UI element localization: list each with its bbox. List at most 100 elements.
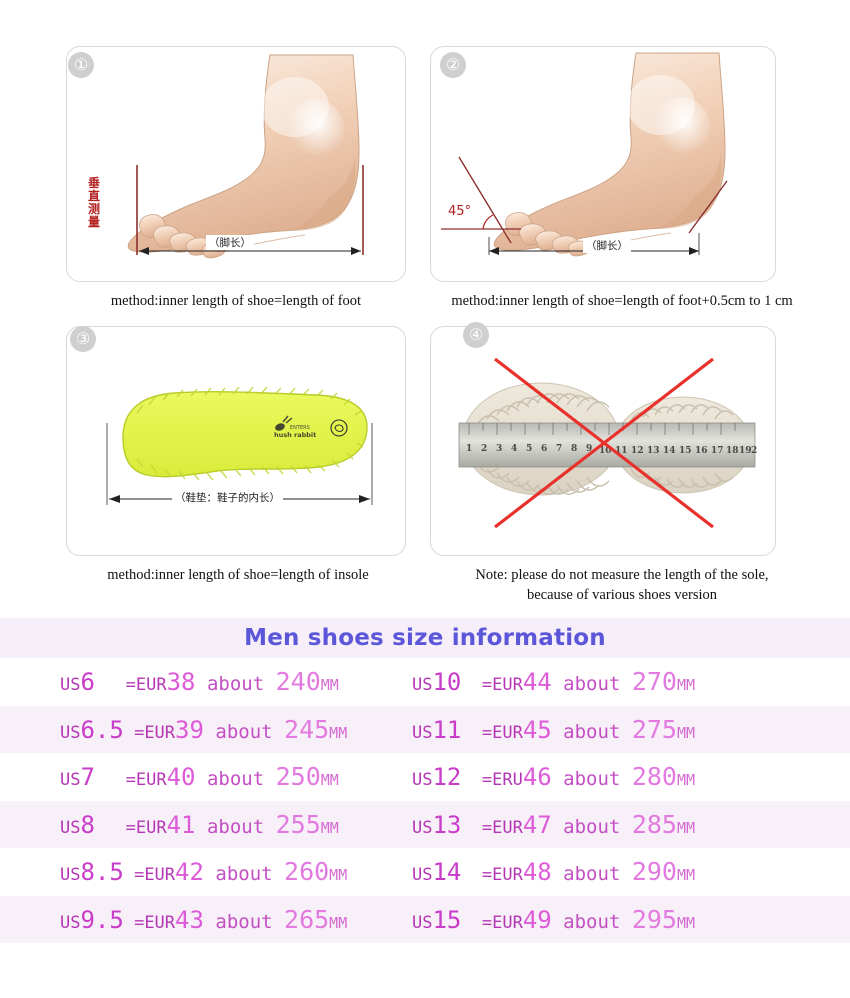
- caption-panel-2: method:inner length of shoe=length of fo…: [451, 293, 793, 309]
- us-size-value: 11: [432, 715, 462, 744]
- eur-size-value: 41: [166, 810, 196, 839]
- mm-length-value: 270: [631, 667, 677, 697]
- eur-label: =EUR: [471, 675, 523, 696]
- svg-text:6: 6: [541, 444, 547, 454]
- svg-text:13: 13: [647, 446, 660, 456]
- eur-size-value: 44: [522, 668, 552, 697]
- size-entry-left: US 8 =EUR 41 about 255 MM: [0, 810, 400, 839]
- panel-number-badge-1: ①: [68, 52, 94, 78]
- eur-label: =EUR: [123, 865, 176, 886]
- size-entry-right: US 14 =EUR 48 about 290 MM: [400, 857, 800, 886]
- eur-size-value: 46: [522, 763, 552, 792]
- mm-unit-label: MM: [320, 771, 339, 790]
- us-label: US: [60, 817, 81, 838]
- mm-length-value: 245: [284, 714, 330, 744]
- mm-unit-label: MM: [329, 913, 348, 932]
- caption-panel-3: method:inner length of shoe=length of in…: [107, 567, 369, 583]
- us-label: US: [412, 722, 433, 743]
- us-label: US: [412, 912, 433, 933]
- svg-text:12: 12: [631, 446, 644, 456]
- about-label: about: [195, 815, 276, 838]
- foot-illustration-2: [441, 52, 728, 257]
- insole-illustration: ENTERS hush rabbit: [106, 386, 373, 505]
- eur-label: =EUR: [471, 722, 523, 743]
- size-entry-right: US 15 =EUR 49 about 295 MM: [400, 905, 800, 934]
- us-pad: [461, 675, 471, 695]
- eur-size-value: 47: [522, 810, 552, 839]
- svg-text:2: 2: [751, 446, 757, 456]
- eur-size-value: 45: [522, 715, 552, 744]
- size-entry-left: US 9.5 =EUR 43 about 265 MM: [0, 905, 400, 934]
- svg-text:11: 11: [615, 446, 628, 456]
- us-label: US: [412, 817, 433, 838]
- mm-length-value: 285: [631, 809, 677, 839]
- us-pad: [95, 818, 115, 838]
- about-label: about: [195, 673, 276, 696]
- size-row: US 8 =EUR 41 about 255 MM US 13 =EUR 47 about …: [0, 800, 850, 848]
- mm-unit-label: MM: [676, 771, 696, 790]
- eur-size-value: 40: [166, 763, 196, 792]
- mm-unit-label: MM: [676, 866, 696, 885]
- eur-size-value: 43: [175, 905, 204, 934]
- size-entry-right: US 13 =EUR 47 about 285 MM: [400, 810, 800, 839]
- mm-unit-label: MM: [329, 723, 348, 742]
- dimension-label-foot-length-2: （脚长）: [583, 238, 631, 253]
- size-information-block: Men shoes size information US 6 =EUR 38 ab…: [0, 618, 850, 943]
- about-label: about: [203, 863, 285, 886]
- eur-label: =EUR: [115, 817, 167, 838]
- about-label: about: [551, 910, 632, 933]
- red-cross-overlay: [494, 357, 714, 529]
- svg-text:15: 15: [679, 446, 692, 456]
- svg-text:hush rabbit: hush rabbit: [274, 431, 316, 439]
- vertical-measure-label-1: 垂直测量: [87, 177, 101, 229]
- svg-text:2: 2: [481, 444, 487, 454]
- panel-number-badge-4: ④: [463, 322, 489, 348]
- size-row: US 6.5 =EUR 39 about 245 MM US 11 =EUR 45 abou…: [0, 705, 850, 753]
- mm-length-value: 250: [275, 762, 321, 792]
- mm-length-value: 280: [631, 762, 677, 792]
- us-size-value: 14: [432, 858, 462, 887]
- mm-unit-label: MM: [676, 818, 696, 837]
- size-entry-left: US 6.5 =EUR 39 about 245 MM: [0, 715, 400, 744]
- about-label: about: [203, 720, 285, 743]
- mm-unit-label: MM: [329, 866, 348, 885]
- us-label: US: [60, 675, 81, 696]
- eur-label: =EUR: [471, 817, 523, 838]
- caption-panel-4-line2: because of various shoes version: [526, 586, 718, 603]
- us-size-value: 10: [432, 668, 462, 697]
- mm-unit-label: MM: [676, 913, 696, 932]
- eur-label: =ERU: [471, 770, 523, 791]
- panel-number-badge-3: ③: [70, 326, 96, 352]
- size-entry-right: US 12 =ERU 46 about 280 MM: [400, 762, 800, 791]
- eur-label: =EUR: [123, 912, 176, 933]
- dimension-label-foot-length-1: （脚长）: [206, 235, 254, 250]
- us-label: US: [60, 722, 81, 743]
- svg-text:16: 16: [695, 446, 708, 456]
- size-entry-right: US 11 =EUR 45 about 275 MM: [400, 715, 800, 744]
- us-pad: [95, 675, 115, 695]
- mm-length-value: 255: [275, 809, 321, 839]
- us-size-value: 13: [432, 810, 462, 839]
- svg-text:8: 8: [571, 444, 577, 454]
- eur-label: =EUR: [123, 722, 176, 743]
- caption-panel-1: method:inner length of shoe=length of fo…: [110, 293, 362, 309]
- us-pad: [461, 770, 471, 790]
- us-size-value: 12: [432, 763, 462, 792]
- angle-45-label: 45°: [448, 204, 472, 219]
- panel-insole: ENTERS hush rabbit: [66, 326, 406, 556]
- us-label: US: [60, 865, 81, 886]
- us-size-value: 6: [80, 668, 95, 697]
- size-entry-left: US 6 =EUR 38 about 240 MM: [0, 667, 400, 696]
- svg-text:1: 1: [466, 444, 472, 454]
- size-row: US 7 =EUR 40 about 250 MM US 12 =ERU 46 about …: [0, 753, 850, 801]
- us-size-value: 15: [432, 905, 462, 934]
- mm-length-value: 275: [631, 714, 677, 744]
- us-label: US: [412, 865, 433, 886]
- foot-illustration-1: [127, 54, 364, 259]
- us-label: US: [412, 675, 433, 696]
- us-size-value: 7: [80, 763, 95, 792]
- size-table-rows: US 6 =EUR 38 about 240 MM US 10 =EUR 44 about …: [0, 658, 850, 943]
